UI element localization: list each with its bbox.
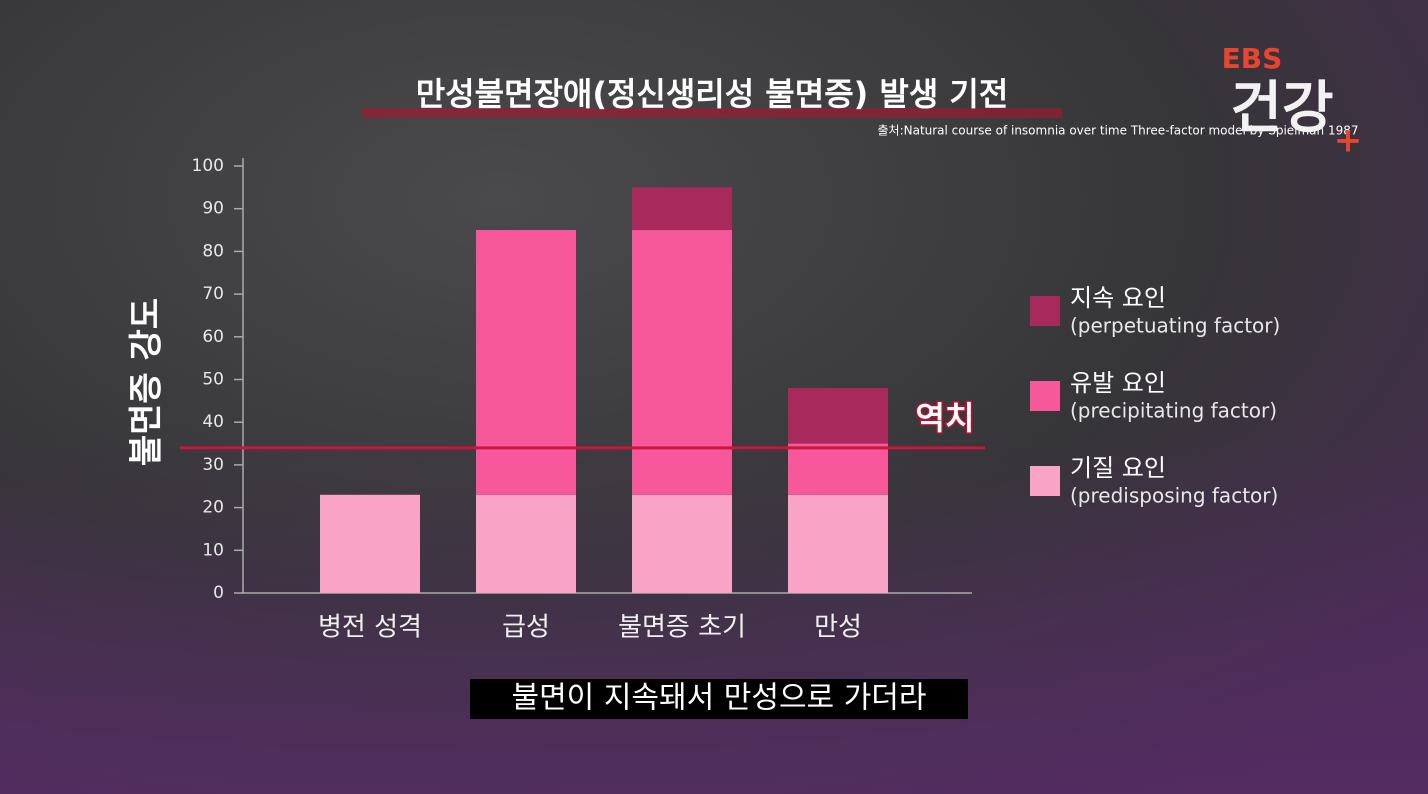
title-underglow — [362, 108, 1062, 118]
bar-segment — [632, 187, 732, 231]
y-tick-label: 30 — [202, 455, 224, 475]
legend-label: 기질 요인 — [1070, 454, 1166, 482]
y-tick-label: 0 — [213, 583, 224, 603]
y-tick-label: 80 — [202, 241, 224, 261]
y-tick-label: 50 — [202, 370, 224, 390]
x-tick-label: 병전 성격 — [318, 613, 422, 643]
legend-label: 지속 요인 — [1070, 284, 1166, 312]
legend-label-en: (perpetuating factor) — [1070, 314, 1280, 338]
caption-box — [470, 679, 968, 719]
y-axis-title: 불면증 강도 — [127, 298, 167, 466]
logo-plus: + — [1334, 121, 1363, 161]
legend-swatch — [1030, 296, 1060, 326]
caption: 불면이 지속돼서 만성으로 가더라 — [511, 681, 926, 716]
bar-segment — [476, 494, 576, 593]
legend-swatch — [1030, 466, 1060, 496]
threshold-label: 역치 — [916, 399, 975, 437]
y-tick-label: 40 — [202, 412, 224, 432]
bar-segment — [476, 230, 576, 495]
logo-main: 건강 — [1230, 76, 1333, 141]
x-tick-label: 급성 — [502, 613, 550, 643]
bar-segment — [632, 494, 732, 593]
y-tick-label: 90 — [202, 199, 224, 219]
bar-segment — [788, 443, 888, 495]
legend-label-en: (precipitating factor) — [1070, 399, 1277, 423]
x-tick-label: 불면증 초기 — [618, 613, 746, 643]
bar-segment — [788, 388, 888, 444]
source: 출처:Natural course of insomnia over time … — [877, 124, 1358, 138]
bar-segment — [788, 494, 888, 593]
y-tick-label: 10 — [202, 540, 224, 560]
y-tick-label: 20 — [202, 498, 224, 518]
legend-swatch — [1030, 381, 1060, 411]
y-tick-label: 100 — [192, 156, 224, 176]
legend-label-en: (predisposing factor) — [1070, 484, 1278, 508]
bar-segment — [320, 494, 420, 593]
chart-title: 만성불면장애(정신생리성 불면증) 발생 기전 — [416, 75, 1009, 113]
logo-top: EBS — [1222, 42, 1283, 75]
y-tick-label: 70 — [202, 284, 224, 304]
legend-label: 유발 요인 — [1070, 369, 1166, 397]
y-tick-label: 60 — [202, 327, 224, 347]
x-tick-label: 만성 — [814, 613, 862, 643]
bar-segment — [632, 230, 732, 495]
